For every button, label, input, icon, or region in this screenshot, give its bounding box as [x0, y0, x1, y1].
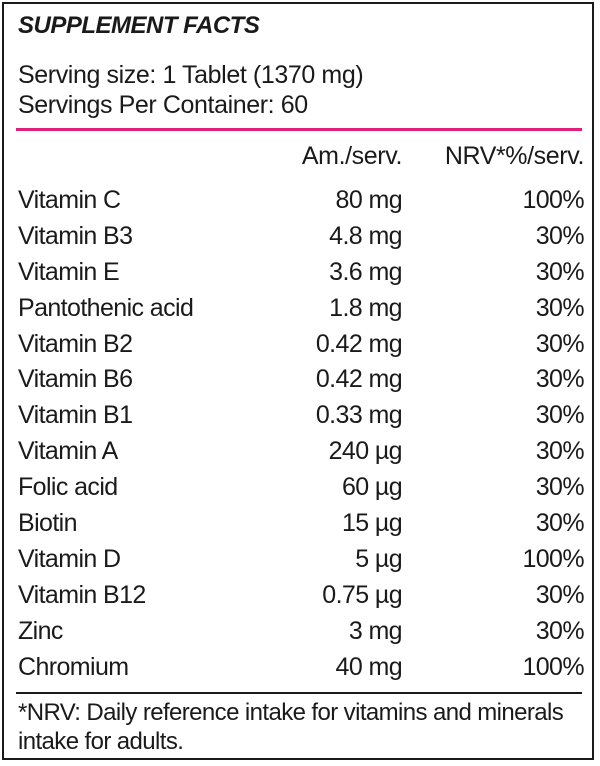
nutrient-name: Pantothenic acid	[18, 293, 194, 322]
table-row: Vitamin E 3.6 mg 30%	[18, 254, 585, 290]
nutrient-nrv: 30%	[535, 509, 585, 538]
table-row: Biotin 15 µg 30%	[18, 505, 585, 541]
nutrient-name: Vitamin C	[18, 186, 121, 214]
nutrient-name: Zinc	[18, 616, 63, 645]
nutrient-nrv: 100%	[522, 544, 584, 573]
nutrient-nrv: 100%	[522, 652, 584, 681]
accent-divider	[16, 128, 582, 131]
nutrient-amount: 40 mg	[335, 652, 403, 681]
serving-size: Serving size: 1 Tablet (1370 mg)	[18, 61, 364, 89]
nutrient-nrv: 30%	[535, 293, 585, 322]
table-row: Zinc 3 mg 30%	[18, 613, 585, 649]
column-header-nrv: NRV*%/serv.	[444, 142, 585, 170]
panel-title: SUPPLEMENT FACTS	[18, 12, 260, 39]
nutrient-nrv: 30%	[535, 329, 585, 358]
nutrient-name: Folic acid	[18, 473, 118, 502]
nutrient-amount: 3.6 mg	[329, 257, 402, 286]
nutrient-name: Vitamin B1	[18, 401, 133, 430]
footnote: *NRV: Daily reference intake for vitamin…	[18, 699, 564, 755]
servings-per-container: Servings Per Container: 60	[18, 91, 308, 119]
nutrient-amount: 5 µg	[355, 544, 402, 573]
nutrient-nrv: 30%	[535, 365, 585, 394]
nutrient-amount: 0.42 mg	[315, 329, 403, 358]
footnote-divider	[16, 692, 582, 694]
table-row: Chromium 40 mg 100%	[18, 649, 585, 685]
nutrient-nrv: 100%	[522, 186, 584, 214]
nutrient-nrv: 30%	[535, 257, 585, 286]
nutrient-amount: 15 µg	[341, 509, 403, 538]
nutrient-amount: 1.8 mg	[329, 293, 402, 322]
nutrient-name: Vitamin B2	[18, 329, 133, 358]
table-row: Vitamin B2 0.42 mg 30%	[18, 326, 585, 362]
nutrient-amount: 0.42 mg	[315, 365, 403, 394]
nutrient-name: Vitamin B12	[18, 580, 146, 609]
nutrient-name: Chromium	[18, 652, 129, 681]
table-row: Vitamin D 5 µg 100%	[18, 541, 585, 577]
nutrient-name: Vitamin E	[18, 257, 120, 286]
table-row: Pantothenic acid 1.8 mg 30%	[18, 290, 585, 326]
nutrient-table: Vitamin C 80 mg 100% Vitamin B3 4.8 mg 3…	[18, 182, 585, 685]
nutrient-name: Vitamin B3	[18, 221, 133, 250]
table-row: Vitamin B3 4.8 mg 30%	[18, 218, 585, 254]
nutrient-nrv: 30%	[535, 473, 585, 502]
nutrient-nrv: 30%	[535, 616, 585, 645]
nutrient-nrv: 30%	[535, 401, 585, 430]
nutrient-amount: 80 mg	[335, 186, 403, 214]
nutrient-amount: 240 µg	[328, 437, 403, 466]
nutrient-name: Vitamin A	[18, 437, 118, 466]
nutrient-amount: 60 µg	[341, 473, 403, 502]
table-row: Vitamin B12 0.75 µg 30%	[18, 577, 585, 613]
table-row: Vitamin C 80 mg 100%	[18, 182, 585, 218]
nutrient-nrv: 30%	[535, 437, 585, 466]
nutrient-amount: 0.75 µg	[322, 580, 402, 609]
table-row: Folic acid 60 µg 30%	[18, 469, 585, 505]
nutrient-amount: 0.33 mg	[315, 401, 403, 430]
table-row: Vitamin B6 0.42 mg 30%	[18, 361, 585, 397]
serving-info: Serving size: 1 Tablet (1370 mg) Serving…	[18, 60, 364, 120]
nutrient-name: Vitamin B6	[18, 365, 133, 394]
nutrient-nrv: 30%	[535, 221, 585, 250]
nutrient-amount: 3 mg	[348, 616, 403, 645]
nutrient-name: Vitamin D	[18, 544, 121, 573]
table-row: Vitamin B1 0.33 mg 30%	[18, 397, 585, 433]
table-row: Vitamin A 240 µg 30%	[18, 433, 585, 469]
nutrient-name: Biotin	[18, 509, 78, 538]
supplement-facts-panel: SUPPLEMENT FACTS Serving size: 1 Tablet …	[2, 2, 594, 760]
column-header-amount: Am./serv.	[301, 142, 403, 170]
nutrient-nrv: 30%	[535, 580, 585, 609]
nutrient-amount: 4.8 mg	[329, 221, 402, 250]
